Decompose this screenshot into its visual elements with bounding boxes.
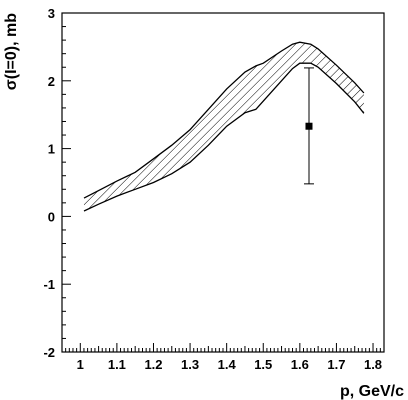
x-tick-label: 1.5 (254, 357, 272, 372)
y-tick-label: -1 (43, 277, 55, 292)
x-tick-label: 1.2 (144, 357, 162, 372)
y-tick-label: 1 (48, 142, 55, 157)
hatched-band-layer (83, 41, 365, 212)
y-tick-label: 3 (48, 6, 55, 21)
band-hatch-fill (84, 42, 364, 212)
x-tick-label: 1.4 (218, 357, 237, 372)
y-axis-ticks: -2 -1 0 1 2 3 (43, 6, 71, 360)
x-tick-label: 1 (77, 357, 84, 372)
x-tick-label: 1.6 (291, 357, 309, 372)
data-points-layer (303, 67, 314, 185)
x-tick-label: 1.3 (181, 357, 199, 372)
x-tick-label: 1.1 (108, 357, 126, 372)
band-upper-edge (83, 41, 365, 199)
x-axis-title: p, GeV/c (340, 383, 404, 400)
band-lower-edge (83, 62, 365, 212)
x-tick-label: 1.8 (364, 357, 382, 372)
y-tick-label: 0 (48, 209, 55, 224)
data-point-marker (305, 122, 313, 130)
y-axis-title: σ(I=0), mb (3, 13, 20, 90)
y-tick-label: -2 (43, 345, 55, 360)
x-axis-ticks: 1 1.1 1.2 1.3 1.4 1.5 1.6 1.7 1.8 (61, 343, 385, 372)
x-tick-label: 1.7 (327, 357, 345, 372)
y-tick-label: 2 (48, 74, 55, 89)
